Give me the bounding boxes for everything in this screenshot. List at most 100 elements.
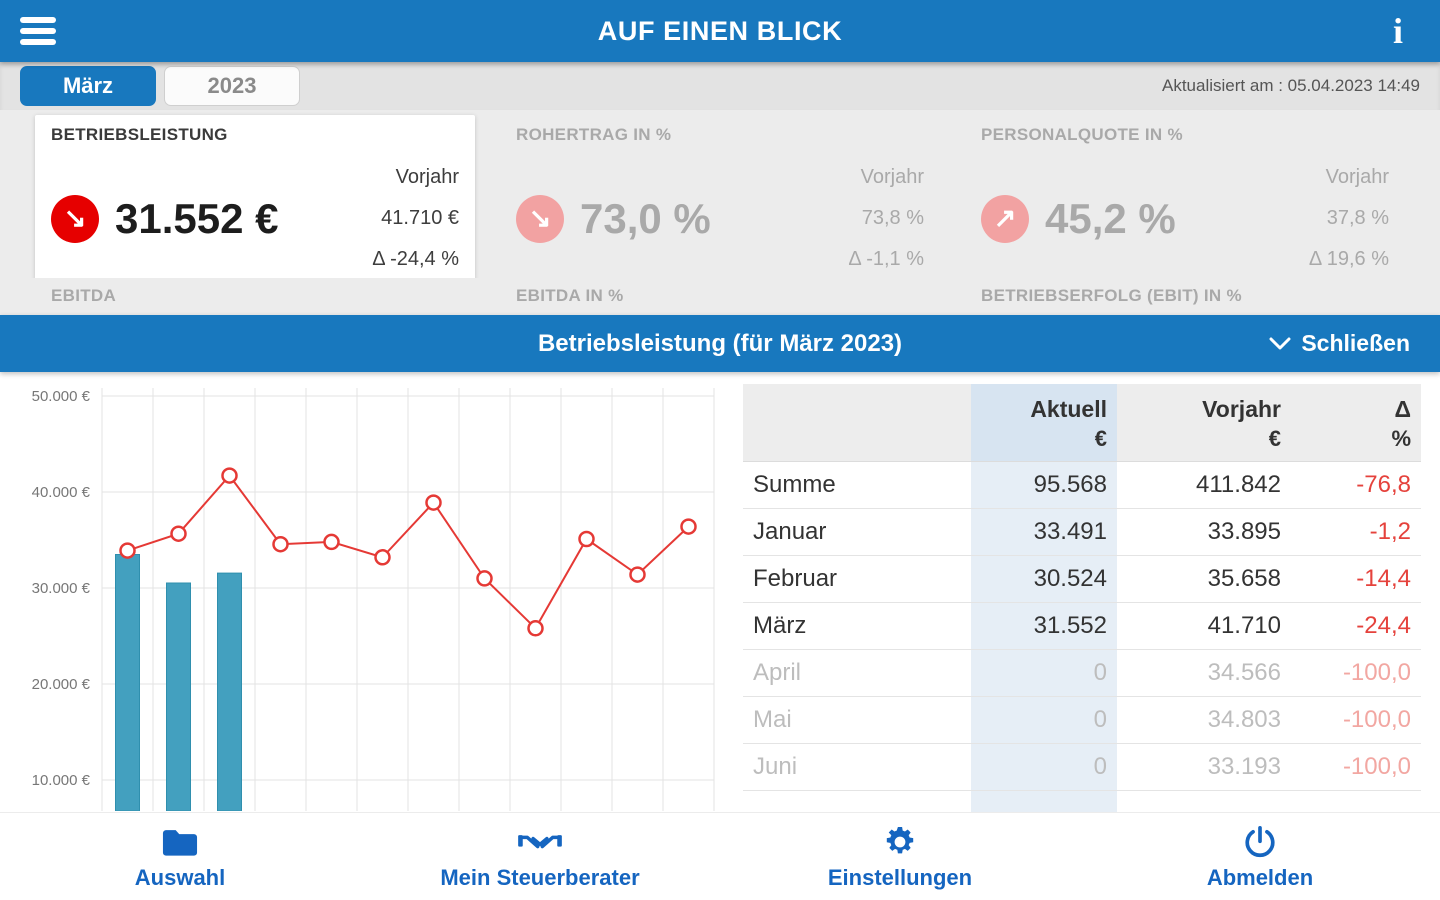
- row-label: Januar: [743, 508, 971, 556]
- cell-delta: -100,0: [1291, 743, 1421, 791]
- kpi-card-ebitda[interactable]: EBITDA: [51, 286, 117, 305]
- cell-delta: -100,0: [1291, 649, 1421, 697]
- data-table: Aktuell € Vorjahr € Δ% Summe 95.568 411.842 -76,…: [743, 384, 1421, 812]
- row-label: Februar: [743, 555, 971, 603]
- kpi-card-personalquote-in[interactable]: PERSONALQUOTE IN % ↗ 45,2 % Vorjahr 37,8 % Δ …: [965, 115, 1405, 280]
- kpi-card-ebitda-in[interactable]: EBITDA IN %: [516, 286, 624, 305]
- row-label: März: [743, 602, 971, 650]
- chart-bar: [217, 572, 242, 811]
- cell-aktuell: 0: [971, 696, 1117, 744]
- chart-point: [374, 549, 391, 566]
- kpi-row-secondary: EBITDA EBITDA IN % BETRIEBSERFOLG (EBIT) I…: [0, 278, 1440, 315]
- vorjahr-value: 37,8 %: [1326, 207, 1389, 229]
- cell-aktuell: 33.491: [971, 508, 1117, 556]
- delta-value: Δ -1,1 %: [848, 248, 924, 270]
- kpi-title: ROHERTRAG IN %: [516, 125, 672, 144]
- cell-vorjahr: 411.842: [1117, 461, 1291, 509]
- panel-header: Betriebsleistung (für März 2023) Schließ…: [0, 315, 1440, 372]
- y-tick-label: 20.000 €: [32, 676, 91, 693]
- row-label: April: [743, 649, 971, 697]
- kpi-value: 73,0 %: [580, 194, 711, 242]
- col-header-aktuell: Aktuell €: [971, 384, 1117, 462]
- cell-aktuell: 30.524: [971, 555, 1117, 603]
- nav-label: Auswahl: [134, 865, 226, 890]
- chevron-down-icon: [1269, 337, 1291, 350]
- table-row-marz[interactable]: März 31.552 41.710 -24,4: [743, 602, 1421, 650]
- chart-point: [425, 494, 442, 511]
- tab-marz[interactable]: März: [20, 66, 156, 106]
- cell-vorjahr: 35.658: [1117, 555, 1291, 603]
- delta-value: Δ -24,4 %: [372, 248, 459, 270]
- kpi-title: BETRIEBSLEISTUNG: [51, 125, 228, 144]
- cell-vorjahr: 34.803: [1117, 696, 1291, 744]
- app-title: AUF EINEN BLICK: [597, 15, 843, 46]
- nav-einstellungen[interactable]: Einstellungen: [720, 813, 1080, 900]
- nav-mein-steuerberater[interactable]: Mein Steuerberater: [360, 813, 720, 900]
- gear-icon: [882, 822, 918, 862]
- chart-point: [272, 535, 289, 553]
- tab-strip: März 2023 Aktualisiert am : 05.04.2023 14…: [0, 62, 1440, 110]
- chart-point: [170, 525, 187, 542]
- cell-aktuell: 31.552: [971, 602, 1117, 650]
- panel-close-button[interactable]: Schließen: [1269, 315, 1410, 372]
- cell-vorjahr: 33.193: [1117, 743, 1291, 791]
- chart-point: [527, 620, 544, 637]
- table-row-clipped: [743, 790, 1421, 812]
- updated-timestamp: Aktualisiert am : 05.04.2023 14:49: [1162, 76, 1420, 95]
- info-icon: i: [1392, 11, 1403, 51]
- menu-button[interactable]: [20, 12, 66, 50]
- col-header-label: [743, 384, 971, 462]
- y-tick-label: 10.000 €: [32, 772, 91, 789]
- vorjahr-value: 41.710 €: [381, 207, 459, 229]
- cell-vorjahr: 33.895: [1117, 508, 1291, 556]
- kpi-card-betriebserfolg-ebit-in[interactable]: BETRIEBSERFOLG (EBIT) IN %: [981, 286, 1242, 305]
- cell-vorjahr: 34.566: [1117, 649, 1291, 697]
- nav-abmelden[interactable]: Abmelden: [1080, 813, 1440, 900]
- delta-value: Δ 19,6 %: [1308, 248, 1389, 270]
- chart-point: [476, 570, 493, 587]
- chart-point: [221, 467, 238, 484]
- nav-auswahl[interactable]: Auswahl: [0, 813, 360, 900]
- cell-delta: -24,4: [1291, 602, 1421, 650]
- folder-icon: [161, 822, 199, 862]
- kpi-title: PERSONALQUOTE IN %: [981, 125, 1183, 144]
- chart-canvas: 50.000 € 40.000 € 30.000 € 20.000 € 10.000 €: [32, 388, 715, 811]
- nav-label: Einstellungen: [827, 865, 973, 890]
- nav-label: Abmelden: [1206, 865, 1314, 890]
- kpi-card-betriebsleistung[interactable]: BETRIEBSLEISTUNG ↘ 31.552 € Vorjahr 41.710 €…: [35, 115, 475, 280]
- table-row-juni[interactable]: Juni 0 33.193 -100,0: [743, 743, 1421, 791]
- table-row-summe[interactable]: Summe 95.568 411.842 -76,8: [743, 461, 1421, 509]
- col-header-delta: Δ%: [1291, 384, 1421, 462]
- cell-vorjahr: 41.710: [1117, 602, 1291, 650]
- trend-down-icon: ↘: [516, 194, 564, 243]
- cell-aktuell: 95.568: [971, 461, 1117, 509]
- kpi-card-rohertrag-in[interactable]: ROHERTRAG IN % ↘ 73,0 % Vorjahr 73,8 % Δ -1,1…: [500, 115, 940, 280]
- info-button[interactable]: i: [1376, 13, 1420, 49]
- chart-point: [578, 530, 595, 548]
- cell-delta: -14,4: [1291, 555, 1421, 603]
- table-row-mai[interactable]: Mai 0 34.803 -100,0: [743, 696, 1421, 744]
- kpi-value: 45,2 %: [1045, 194, 1176, 242]
- table-row-februar[interactable]: Februar 30.524 35.658 -14,4: [743, 555, 1421, 603]
- kpi-row: BETRIEBSLEISTUNG ↘ 31.552 € Vorjahr 41.710 €…: [0, 110, 1440, 280]
- row-label: Mai: [743, 696, 971, 744]
- tab-2023[interactable]: 2023: [164, 66, 300, 106]
- chart-point: [680, 518, 697, 535]
- cell-delta: -1,2: [1291, 508, 1421, 556]
- period-tabs: März 2023: [20, 66, 300, 106]
- table-row-januar[interactable]: Januar 33.491 33.895 -1,2: [743, 508, 1421, 556]
- trend-up-icon: ↗: [981, 194, 1029, 243]
- chart-bar: [166, 582, 191, 811]
- chart-point: [119, 542, 136, 559]
- y-tick-label: 40.000 €: [32, 484, 91, 501]
- table-header-row: Aktuell € Vorjahr € Δ%: [743, 384, 1421, 462]
- detail-panel: 50.000 € 40.000 € 30.000 € 20.000 € 10.000 €…: [0, 372, 1440, 812]
- row-label: Juni: [743, 743, 971, 791]
- vorjahr-value: 73,8 %: [861, 207, 924, 229]
- col-header-vorjahr: Vorjahr €: [1117, 384, 1291, 462]
- betriebsleistung-chart: 50.000 € 40.000 € 30.000 € 20.000 € 10.000 €: [0, 372, 735, 812]
- table-row-april[interactable]: April 0 34.566 -100,0: [743, 649, 1421, 697]
- top-bar: AUF EINEN BLICK i: [0, 0, 1440, 62]
- close-label: Schließen: [1301, 330, 1410, 356]
